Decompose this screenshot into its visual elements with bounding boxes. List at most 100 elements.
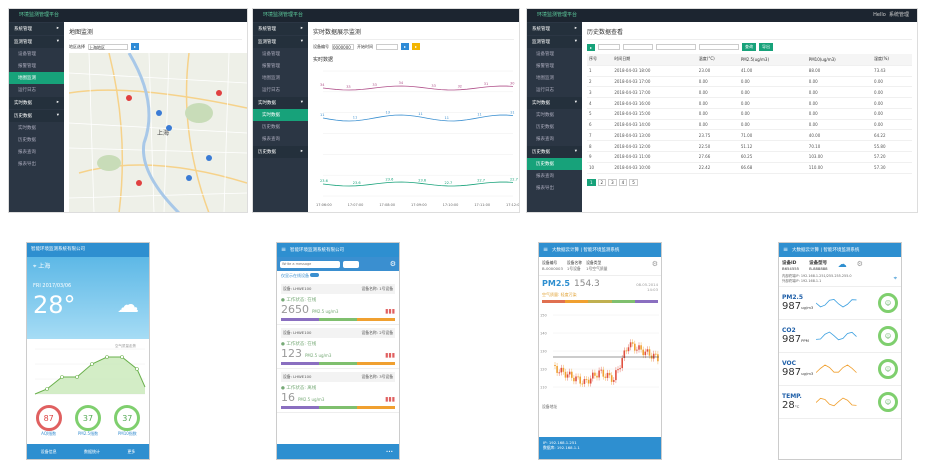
- location-icon[interactable]: ⌖: [893, 275, 897, 282]
- sensor-row[interactable]: CO2 987PPM ☺: [779, 320, 901, 353]
- sidebar-item-report-export[interactable]: 报表导出: [536, 186, 554, 191]
- sensor-row[interactable]: TEMP. 28°C ☺: [779, 386, 901, 419]
- sidebar-item-log[interactable]: 运行日志: [536, 88, 554, 93]
- menu-icon[interactable]: ≡: [783, 246, 789, 253]
- page-button[interactable]: 2: [597, 178, 607, 186]
- sidebar-group-realtime[interactable]: 实时数据 ▸: [9, 97, 64, 109]
- sensor-row[interactable]: VOC 987ug/m3 ☺: [779, 353, 901, 386]
- region-select[interactable]: 上海地区: [88, 43, 128, 50]
- more-icon[interactable]: •••: [385, 449, 393, 454]
- table-row[interactable]: 10 2018-04-03 10:00 22.42 66.68 110.00 57.30: [587, 162, 912, 174]
- map-marker-red[interactable]: [216, 90, 222, 96]
- nav-device-info[interactable]: 设备信息: [40, 448, 57, 454]
- device-card[interactable]: 设备: LHWE100 设备名称: 2号设备 ● 工作状态: 在线 123 PM2.5 …: [277, 325, 399, 369]
- map-view[interactable]: 上海: [69, 53, 247, 213]
- sidebar-item-alarm[interactable]: 报警管理: [536, 64, 554, 69]
- sidebar-item-device[interactable]: 设备管理: [536, 52, 554, 57]
- map-marker-red[interactable]: [136, 180, 142, 186]
- table-column-header[interactable]: 湿度(%): [872, 54, 912, 66]
- aqi-gauge[interactable]: 87 AQI指数: [35, 405, 62, 437]
- sidebar-item-3[interactable]: 报表查询: [18, 150, 36, 155]
- map-marker-red[interactable]: [126, 95, 132, 101]
- sidebar-item-report-query[interactable]: 报表查询: [536, 174, 554, 179]
- device-card[interactable]: 设备: LHWE100 设备名称: 1号设备 ● 工作状态: 在线 2650 PM2.5…: [277, 281, 399, 325]
- sidebar-item-device[interactable]: 设备管理: [262, 52, 280, 57]
- gear-icon[interactable]: ⚙: [651, 260, 658, 268]
- sidebar-group-history[interactable]: 历史数据 ▾: [9, 110, 64, 122]
- table-column-header[interactable]: PM2.5(ug/m3): [738, 54, 807, 66]
- logout-link[interactable]: 系统管理: [888, 12, 909, 18]
- map-marker-blue[interactable]: [206, 155, 212, 161]
- sidebar-item-1[interactable]: 实时数据: [18, 126, 36, 131]
- table-row[interactable]: 5 2018-04-03 15:00 0.00 0.00 0.00 0.00: [587, 108, 912, 120]
- gear-icon[interactable]: ⚙: [389, 260, 396, 268]
- map-marker-blue[interactable]: [166, 125, 172, 131]
- device-select[interactable]: [598, 44, 621, 50]
- end-date-input[interactable]: [699, 44, 740, 50]
- nav-data-stats[interactable]: 数据统计: [83, 448, 100, 454]
- sidebar-item-alarm[interactable]: 报警管理: [262, 64, 280, 69]
- page-button[interactable]: 4: [618, 178, 628, 186]
- sensor-row[interactable]: PM2.5 987ug/m3 ☺: [779, 287, 901, 320]
- table-row[interactable]: 8 2018-04-03 12:00 22.50 51.12 70.10 55.80: [587, 140, 912, 153]
- table-column-header[interactable]: 时间日期: [612, 54, 697, 66]
- sidebar-item-log[interactable]: 运行日志: [262, 88, 280, 93]
- sidebar-item-report[interactable]: 报表查询: [262, 137, 280, 142]
- filter-dropdown[interactable]: [343, 260, 359, 268]
- sidebar-item-alarm[interactable]: 报警管理: [18, 64, 36, 69]
- table-column-header[interactable]: PM10(ug/m3): [806, 54, 873, 66]
- sidebar-item-realtime[interactable]: 实时数据: [536, 113, 554, 118]
- sidebar-item-map[interactable]: 地图监测: [9, 72, 64, 84]
- gear-icon[interactable]: ⚙: [856, 260, 863, 268]
- online-toggle[interactable]: [310, 273, 320, 277]
- pm25-gauge[interactable]: 37 PM2.5指数: [74, 405, 101, 437]
- sidebar-item-history[interactable]: 历史数据: [536, 125, 554, 130]
- start-date-input[interactable]: [656, 44, 697, 50]
- table-column-header[interactable]: 温度(°C): [696, 54, 739, 66]
- pm10-gauge[interactable]: 37 PM10指数: [114, 405, 141, 437]
- sidebar-group-realtime[interactable]: 实时数据 ▾: [527, 97, 582, 109]
- device-tag[interactable]: ▸: [587, 43, 596, 51]
- sidebar-group-monitor[interactable]: 监测管理 ▾: [9, 36, 64, 48]
- map-marker-blue[interactable]: [186, 175, 192, 181]
- menu-icon[interactable]: ≡: [543, 246, 549, 253]
- sidebar-group-history[interactable]: 历史数据 ▾: [527, 146, 582, 158]
- export-button[interactable]: ▸: [412, 43, 421, 50]
- search-button[interactable]: ▸: [401, 43, 410, 50]
- device-id-input[interactable]: 0000000: [332, 43, 354, 50]
- search-input[interactable]: [280, 260, 340, 268]
- menu-icon[interactable]: ≡: [281, 246, 287, 253]
- nav-more[interactable]: 更多: [127, 448, 136, 454]
- sidebar-item-map[interactable]: 地图监测: [536, 76, 554, 81]
- table-row[interactable]: 3 2018-04-03 17:00 0.00 0.00 0.00 0.00: [587, 86, 912, 99]
- sidebar-item-log[interactable]: 运行日志: [18, 88, 36, 93]
- sidebar-item-map[interactable]: 地图监测: [262, 76, 280, 81]
- table-row[interactable]: 6 2018-04-03 14:00 0.00 0.00 0.00 0.00: [587, 119, 912, 131]
- sidebar-group-monitor[interactable]: 监测管理 ▾: [253, 36, 308, 48]
- sidebar-group-realtime[interactable]: 实时数据 ▾: [253, 97, 308, 109]
- sidebar-group-system[interactable]: 系统管理 ▸: [9, 23, 64, 35]
- table-row[interactable]: 2 2018-04-03 17:00 0.00 0.00 0.00 0.00: [587, 76, 912, 88]
- table-row[interactable]: 9 2018-04-03 11:00 27.66 60.25 103.00 57.20: [587, 151, 912, 163]
- sidebar-item-report[interactable]: 报表查询: [536, 137, 554, 142]
- sidebar-item-realtime[interactable]: 实时数据: [253, 109, 308, 121]
- sidebar-item-history-data[interactable]: 历史数据: [527, 158, 582, 170]
- sidebar-item-device[interactable]: 设备管理: [18, 52, 36, 57]
- search-button[interactable]: ▸: [131, 43, 140, 50]
- sidebar-item-2[interactable]: 历史数据: [18, 138, 36, 143]
- table-row[interactable]: 1 2018-04-03 18:00 23.00 41.00 88.00 73.43: [587, 65, 912, 77]
- page-button[interactable]: 1: [587, 178, 596, 186]
- sidebar-group-history[interactable]: 历史数据 ▸: [253, 146, 308, 158]
- search-button[interactable]: 查询: [742, 43, 757, 51]
- device-card[interactable]: 设备: LHWE100 设备名称: 3号设备 ● 工作状态: 离线 16 PM2.5 u…: [277, 369, 399, 413]
- page-button[interactable]: 5: [629, 178, 638, 186]
- sidebar-group-monitor[interactable]: 监测管理 ▾: [527, 36, 582, 48]
- sidebar-item-history[interactable]: 历史数据: [262, 125, 280, 130]
- sidebar-group-system[interactable]: 系统管理 ▸: [527, 23, 582, 35]
- table-row[interactable]: 4 2018-04-03 16:00 0.00 0.00 0.00 0.00: [587, 97, 912, 109]
- page-button[interactable]: 3: [608, 178, 617, 186]
- sidebar-item-4[interactable]: 报表导出: [18, 162, 36, 167]
- table-column-header[interactable]: 序号: [587, 54, 613, 66]
- table-row[interactable]: 7 2018-04-03 13:00 23.75 71.00 40.00 64.22: [587, 129, 912, 142]
- start-time-input[interactable]: [376, 43, 398, 50]
